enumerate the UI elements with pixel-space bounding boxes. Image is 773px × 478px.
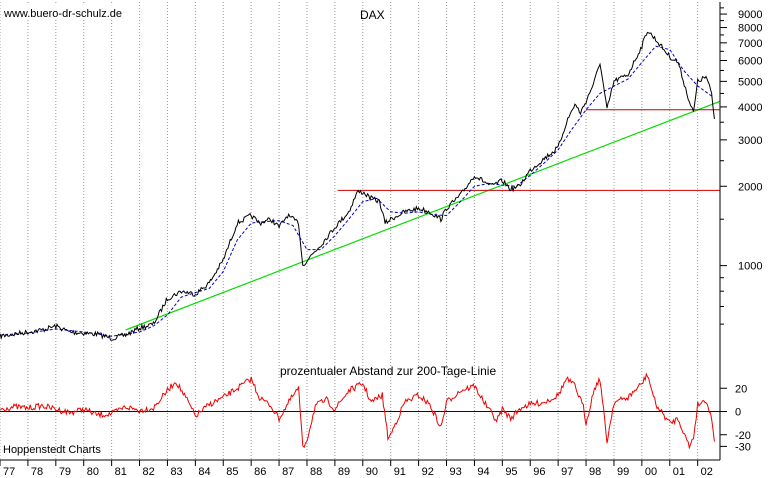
price-tick-label-6000: 6000 [738, 55, 762, 67]
x-tick-label-1987: 87 [282, 466, 294, 478]
x-tick-label-1995: 95 [505, 466, 517, 478]
x-tick-label-2000: 00 [645, 466, 657, 478]
x-tick-label-1983: 83 [170, 466, 182, 478]
source-label: Hoppenstedt Charts [3, 444, 101, 456]
x-tick-label-1980: 80 [87, 466, 99, 478]
x-tick-label-1978: 78 [31, 466, 43, 478]
x-tick-label-1993: 93 [450, 466, 462, 478]
vertical-gridlines [0, 2, 699, 460]
osc-tick-label-20: 20 [735, 383, 747, 395]
watermark-box [2, 5, 129, 20]
price-tick-label-4000: 4000 [738, 102, 762, 114]
osc-tick-label-0: 0 [735, 407, 741, 419]
ma200-line [0, 45, 712, 337]
price-tick-label-1000: 1000 [738, 261, 762, 273]
oscillator-line [0, 372, 715, 450]
price-tick-label-3000: 3000 [738, 135, 762, 147]
x-tick-label-1990: 90 [366, 466, 378, 478]
x-tick-label-2001: 01 [673, 466, 685, 478]
oscillator-panel [0, 372, 720, 450]
price-tick-label-8000: 8000 [738, 23, 762, 35]
osc-tick-label--20: -20 [735, 430, 751, 442]
x-tick-label-1992: 92 [422, 466, 434, 478]
watermark: www.buero-dr-schulz.de [3, 8, 122, 20]
x-tick-label-1994: 94 [477, 466, 489, 478]
price-chart-title: DAX [360, 8, 385, 22]
x-tick-label-1988: 88 [310, 466, 322, 478]
x-tick-label-1982: 82 [143, 466, 155, 478]
price-tick-label-9000: 9000 [738, 9, 762, 21]
price-tick-label-5000: 5000 [738, 76, 762, 88]
x-tick-label-1999: 99 [617, 466, 629, 478]
right-axis: 1000 2000 3000 4000 5000 6000 7000 8000 9000 20 0 -… [720, 7, 762, 453]
price-tick-label-2000: 2000 [738, 181, 762, 193]
dax-price-line [0, 31, 715, 341]
bottom-axis: 77 78 79 80 81 82 83 84 85 86 87 88 89 90 91 92 93 94 95 96… [0, 460, 713, 478]
price-tick-label-7000: 7000 [738, 38, 762, 50]
x-tick-label-1998: 98 [589, 466, 601, 478]
x-tick-label-1977: 77 [3, 466, 15, 478]
x-tick-label-1989: 89 [338, 466, 350, 478]
x-tick-label-1979: 79 [59, 466, 71, 478]
x-tick-label-2002: 02 [701, 466, 713, 478]
price-panel [0, 31, 721, 341]
x-tick-label-1985: 85 [226, 466, 238, 478]
x-tick-label-1981: 81 [115, 466, 127, 478]
trendline [125, 100, 721, 331]
osc-tick-label--30: -30 [735, 441, 751, 453]
x-tick-label-1991: 91 [394, 466, 406, 478]
x-tick-label-1986: 86 [254, 466, 266, 478]
x-tick-label-1996: 96 [533, 466, 545, 478]
x-tick-label-1997: 97 [561, 466, 573, 478]
x-tick-label-1984: 84 [198, 466, 210, 478]
oscillator-title: prozentualer Abstand zur 200-Tage-Linie [280, 364, 496, 378]
